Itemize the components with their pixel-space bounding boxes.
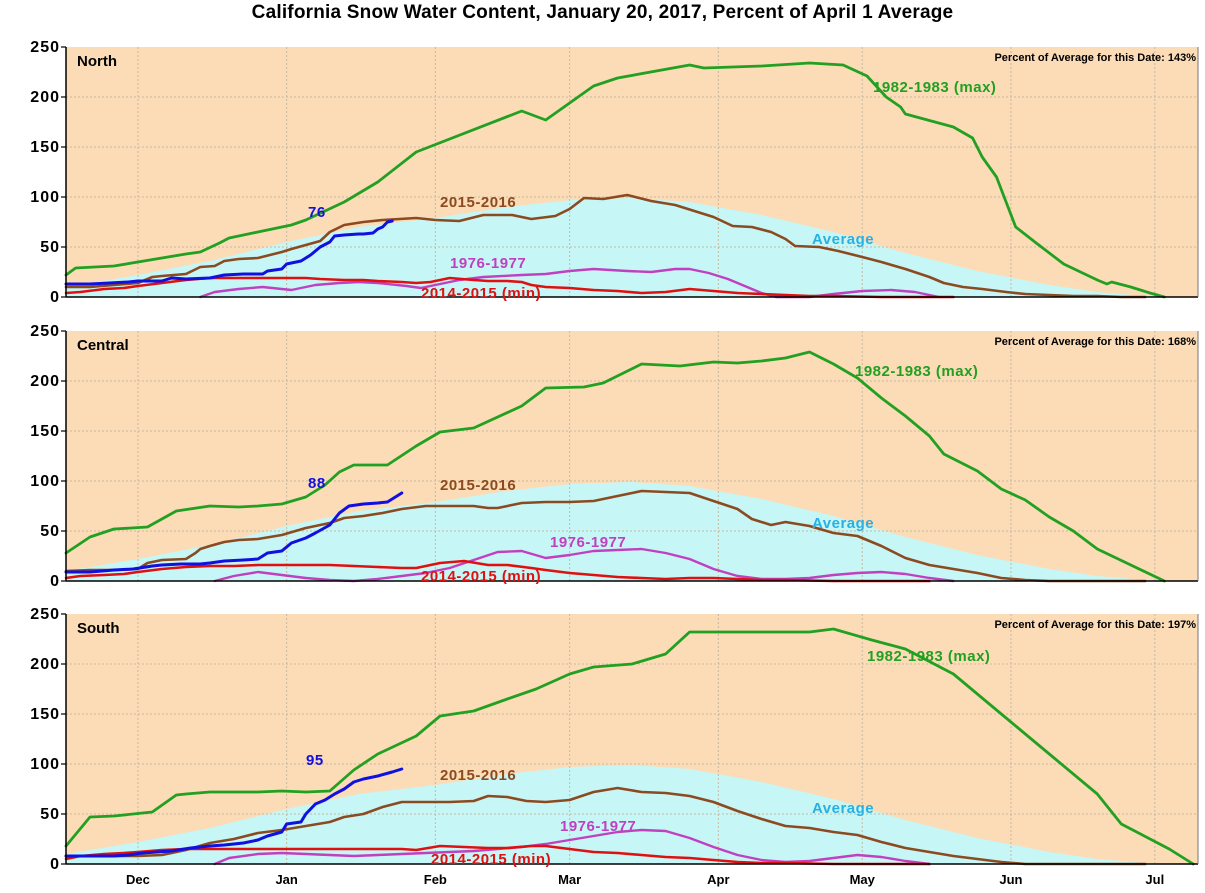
- central-label-average: Average: [812, 515, 874, 532]
- central-label-2015-2016: 2015-2016: [440, 477, 516, 494]
- xtick-label-may: May: [850, 872, 876, 887]
- central-line-2015-2016: [64, 489, 1147, 583]
- central-percent-of-average: Percent of Average for this Date: 168%: [994, 336, 1196, 348]
- north-label-current-value: 76: [308, 204, 326, 221]
- south-line-1982-1983-max: [64, 627, 1195, 866]
- xtick-label-jan: Jan: [275, 872, 297, 887]
- south-label-1982-1983-max: 1982-1983 (max): [867, 648, 990, 665]
- north-ytick-label-100: 100: [30, 189, 60, 206]
- north-label-2015-2016: 2015-2016: [440, 194, 516, 211]
- xtick-label-feb: Feb: [424, 872, 447, 887]
- central-line-current-2016-2017: [64, 491, 404, 574]
- south-label-1976-1977: 1976-1977: [560, 818, 636, 835]
- central-label-current-value: 88: [308, 475, 326, 492]
- north-line-current-2016-2017: [64, 219, 394, 286]
- south-average-area: [66, 765, 1194, 864]
- south-ytick-label-50: 50: [40, 806, 60, 823]
- central-line-2014-2015-min: [64, 559, 931, 583]
- south-line-2015-2016: [64, 786, 1147, 866]
- central-ytick-label-250: 250: [30, 323, 60, 340]
- north-label-1982-1983-max: 1982-1983 (max): [873, 79, 996, 96]
- north-region-label: North: [77, 53, 117, 70]
- north-ytick-label-50: 50: [40, 239, 60, 256]
- south-label-2015-2016: 2015-2016: [440, 767, 516, 784]
- chart-title: California Snow Water Content, January 2…: [251, 2, 954, 23]
- central-ytick-label-100: 100: [30, 473, 60, 490]
- north-ytick-label-200: 200: [30, 89, 60, 106]
- north-ytick-label-150: 150: [30, 139, 60, 156]
- central-ytick-label-150: 150: [30, 423, 60, 440]
- central-ytick-label-50: 50: [40, 523, 60, 540]
- north-label-average: Average: [812, 231, 874, 248]
- central-label-2014-2015-min: 2014-2015 (min): [421, 568, 541, 585]
- north-label-1976-1977: 1976-1977: [450, 255, 526, 272]
- south-label-current-value: 95: [306, 752, 324, 769]
- south-ytick-label-200: 200: [30, 656, 60, 673]
- central-label-1976-1977: 1976-1977: [550, 534, 626, 551]
- north-percent-of-average: Percent of Average for this Date: 143%: [994, 52, 1196, 64]
- south-label-average: Average: [812, 800, 874, 817]
- south-ytick-label-150: 150: [30, 706, 60, 723]
- south-line-current-2016-2017: [64, 767, 404, 858]
- south-region-label: South: [77, 620, 120, 637]
- north-ytick-label-0: 0: [50, 289, 60, 306]
- south-label-2014-2015-min: 2014-2015 (min): [431, 851, 551, 868]
- north-line-1982-1983-max: [64, 61, 1166, 299]
- south-percent-of-average: Percent of Average for this Date: 197%: [994, 619, 1196, 631]
- central-label-1982-1983-max: 1982-1983 (max): [855, 363, 978, 380]
- central-average-area: [66, 482, 1194, 581]
- central-line-1982-1983-max: [64, 350, 1166, 583]
- south-ytick-label-100: 100: [30, 756, 60, 773]
- north-ytick-label-250: 250: [30, 39, 60, 56]
- south-ytick-label-250: 250: [30, 606, 60, 623]
- south-line-1976-1977: [213, 828, 931, 866]
- xtick-label-mar: Mar: [558, 872, 581, 887]
- xtick-label-apr: Apr: [707, 872, 729, 887]
- central-ytick-label-0: 0: [50, 573, 60, 590]
- north-line-2015-2016: [64, 193, 1147, 299]
- north-label-2014-2015-min: 2014-2015 (min): [421, 285, 541, 302]
- south-ytick-label-0: 0: [50, 856, 60, 873]
- central-region-label: Central: [77, 337, 129, 354]
- xtick-label-jun: Jun: [999, 872, 1022, 887]
- central-line-1976-1977: [213, 547, 955, 583]
- xtick-label-dec: Dec: [126, 872, 150, 887]
- xtick-label-jul: Jul: [1145, 872, 1164, 887]
- central-ytick-label-200: 200: [30, 373, 60, 390]
